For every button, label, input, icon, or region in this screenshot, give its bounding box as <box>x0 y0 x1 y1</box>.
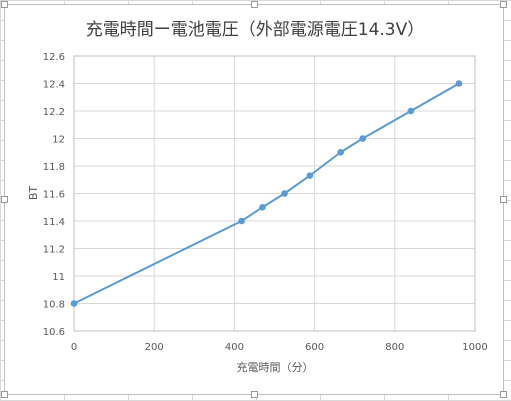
y-gridlines <box>74 55 475 332</box>
resize-handle-top-right[interactable] <box>500 1 507 8</box>
y-tick-label: 11.6 <box>43 190 65 201</box>
y-tick-label: 12.2 <box>43 107 65 118</box>
x-tick-label: 0 <box>71 342 77 353</box>
y-tick-label: 11.8 <box>43 162 65 173</box>
resize-handle-middle-left[interactable] <box>1 196 8 203</box>
data-point[interactable] <box>337 148 344 156</box>
resize-handle-bottom-left[interactable] <box>1 391 8 398</box>
x-tick-label: 400 <box>225 342 244 353</box>
y-axis-title: BT <box>27 186 40 201</box>
plot-area-border <box>73 55 476 332</box>
y-tick-label: 10.8 <box>43 300 65 311</box>
y-axis-tick-labels: 10.6 10.8 11 11.2 11.4 11.6 11.8 12 12.2 12.4 12.6 <box>43 52 65 338</box>
y-tick-label: 12 <box>52 135 65 146</box>
y-tick-label: 11.4 <box>43 217 65 228</box>
x-tick-label: 800 <box>385 342 404 353</box>
data-point[interactable] <box>407 107 415 115</box>
data-point[interactable] <box>359 135 367 142</box>
resize-handle-bottom-center[interactable] <box>251 391 258 398</box>
data-point[interactable] <box>281 190 288 197</box>
x-tick-label: 1000 <box>462 342 487 353</box>
y-tick-label: 12.6 <box>43 52 65 63</box>
resize-handle-top-left[interactable] <box>1 1 8 8</box>
y-tick-label: 10.6 <box>43 327 65 338</box>
resize-handle-bottom-right[interactable] <box>500 391 507 398</box>
resize-handle-middle-right[interactable] <box>500 196 507 203</box>
x-axis-tick-labels: 0 200 400 600 800 1000 <box>71 342 488 353</box>
chart-title: 充電時間ー電池電圧（外部電源電圧14.3V） <box>86 20 424 40</box>
data-point[interactable] <box>259 203 266 211</box>
data-point[interactable] <box>238 217 245 225</box>
resize-handle-top-center[interactable] <box>251 1 258 8</box>
y-tick-label: 12.4 <box>43 80 65 91</box>
data-series[interactable] <box>70 80 463 307</box>
data-point[interactable] <box>306 172 314 179</box>
y-tick-label: 11.2 <box>43 245 65 256</box>
x-axis-title: 充電時間（分） <box>237 360 314 374</box>
y-tick-label: 11 <box>52 272 65 283</box>
data-point[interactable] <box>70 300 78 307</box>
x-tick-label: 600 <box>305 342 324 353</box>
data-point[interactable] <box>455 80 463 87</box>
x-tick-label: 200 <box>145 342 164 353</box>
